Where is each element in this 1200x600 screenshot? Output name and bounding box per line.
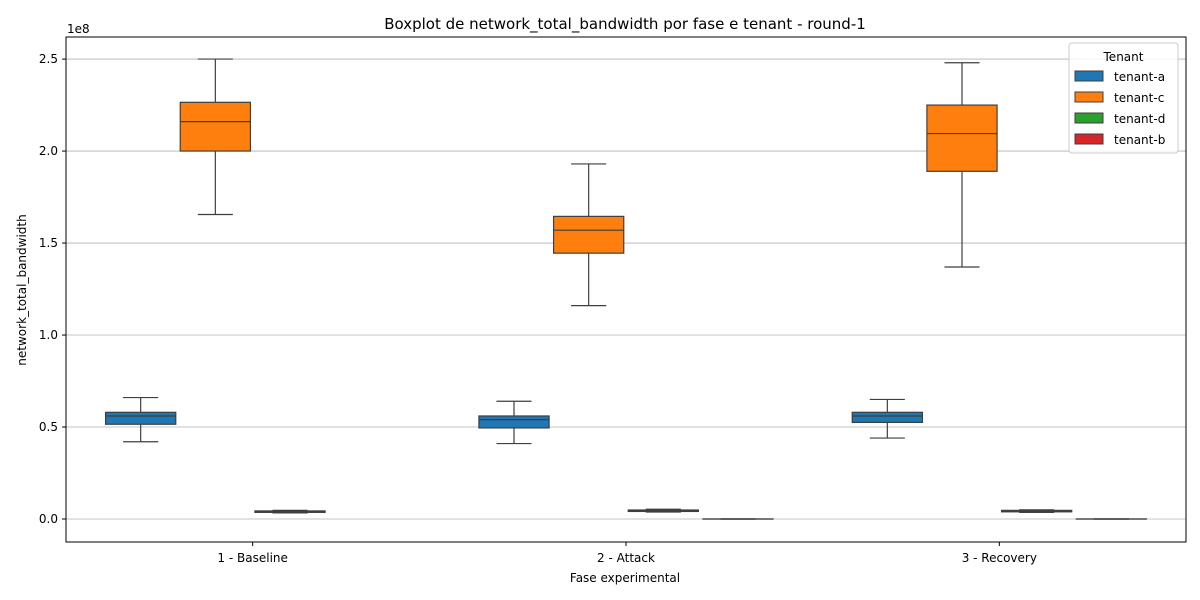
legend-label: tenant-c xyxy=(1114,91,1164,105)
y-tick-label: 2.0 xyxy=(39,144,58,158)
axes: 0.0 0.5 1.0 1.5 2.0 2.5 1 - Baseline 2 - Attack… xyxy=(39,37,1186,565)
box-tenant-d xyxy=(254,509,326,514)
y-tick-label: 0.5 xyxy=(39,420,58,434)
box-tenant-a xyxy=(104,396,177,443)
box-tenant-c xyxy=(179,58,252,216)
iqr-box xyxy=(179,101,252,152)
box-tenant-d xyxy=(627,508,700,513)
y-axis-label: network_total_bandwidth xyxy=(15,214,29,365)
box-tenant-c xyxy=(552,163,625,307)
legend-swatch xyxy=(1074,133,1104,145)
box-tenant-a xyxy=(478,400,550,445)
box-tenant-a xyxy=(851,398,924,439)
legend-item-tenant-c: tenant-c xyxy=(1074,91,1164,105)
plot-boxes xyxy=(104,58,1148,520)
legend-swatch xyxy=(1074,70,1104,82)
y-tick-label: 0.0 xyxy=(39,512,58,526)
iqr-box xyxy=(552,215,625,254)
chart-title: Boxplot de network_total_bandwidth por f… xyxy=(384,15,866,34)
x-tick-label: 1 - Baseline xyxy=(217,551,287,565)
legend-item-tenant-d: tenant-d xyxy=(1074,112,1165,126)
legend-swatch xyxy=(1074,112,1104,124)
legend-item-tenant-a: tenant-a xyxy=(1074,70,1165,84)
x-tick-label: 3 - Recovery xyxy=(962,551,1037,565)
grid-lines xyxy=(66,58,1186,520)
y-axis-multiplier: 1e8 xyxy=(67,22,90,36)
legend-label: tenant-b xyxy=(1114,133,1165,147)
legend-item-tenant-b: tenant-b xyxy=(1074,133,1165,147)
legend: Tenant tenant-a tenant-c tenant-d tenant-b xyxy=(1068,42,1179,154)
legend-label: tenant-d xyxy=(1114,112,1165,126)
iqr-box xyxy=(478,415,550,429)
x-axis-label: Fase experimental xyxy=(570,571,680,585)
y-tick-label: 1.0 xyxy=(39,328,58,342)
x-tick-label: 2 - Attack xyxy=(597,551,655,565)
box-tenant-d xyxy=(1000,509,1073,513)
iqr-box xyxy=(926,104,998,172)
y-tick-label: 2.5 xyxy=(39,52,58,66)
y-tick-label: 1.5 xyxy=(39,236,58,250)
legend-swatch xyxy=(1074,91,1104,103)
box-tenant-c xyxy=(926,62,998,268)
legend-title: Tenant xyxy=(1103,50,1144,64)
iqr-box xyxy=(851,411,924,424)
legend-label: tenant-a xyxy=(1114,70,1165,84)
iqr-box xyxy=(104,411,177,425)
